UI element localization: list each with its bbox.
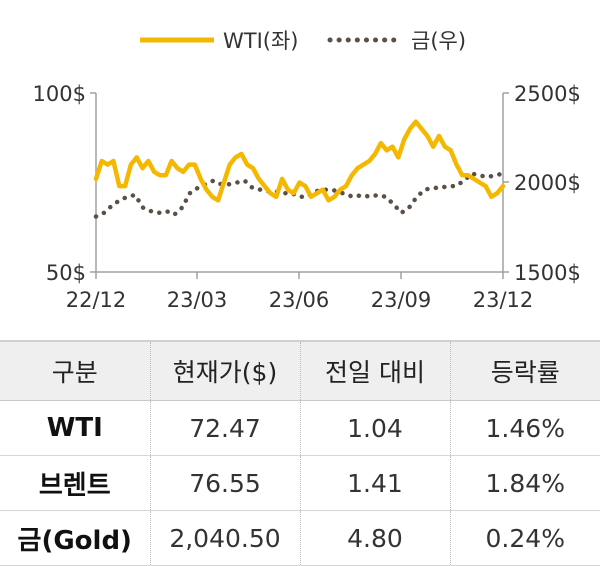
series-line-gold bbox=[93, 171, 506, 219]
header-daily-change: 전일 대비 bbox=[299, 340, 450, 401]
right-y-tick-label-bottom: 1500$ bbox=[514, 261, 581, 285]
row-change: 4.80 bbox=[299, 510, 450, 566]
row-rate: 0.24% bbox=[449, 510, 600, 566]
row-price: 72.47 bbox=[149, 400, 300, 456]
price-table: 구분 현재가($) 전일 대비 등락률 WTI 72.47 1.04 1.46%… bbox=[0, 340, 600, 566]
axes bbox=[90, 92, 509, 279]
left-y-tick-label-top: 100$ bbox=[33, 82, 86, 106]
header-current-price: 현재가($) bbox=[149, 340, 300, 401]
row-rate: 1.84% bbox=[449, 455, 600, 511]
row-price: 76.55 bbox=[149, 455, 300, 511]
x-tick-label-2: 23/03 bbox=[167, 288, 228, 312]
legend-label-wti: WTI(좌) bbox=[223, 29, 299, 53]
row-name: WTI bbox=[0, 400, 150, 456]
row-name: 브렌트 bbox=[0, 455, 150, 511]
right-y-tick-label-top: 2500$ bbox=[514, 82, 581, 106]
x-tick-label-1: 22/12 bbox=[66, 288, 127, 312]
table-row: WTI 72.47 1.04 1.46% bbox=[0, 400, 600, 456]
legend-label-gold: 금(우) bbox=[411, 29, 466, 53]
row-name: 금(Gold) bbox=[0, 510, 150, 566]
series-line-wti bbox=[93, 119, 506, 203]
price-chart: WTI(좌) 금(우) 100$ 50$ 2500$ 2000$ 1500$ 2… bbox=[33, 29, 581, 312]
x-tick-label-4: 23/09 bbox=[371, 288, 432, 312]
row-price: 2,040.50 bbox=[149, 510, 300, 566]
header-change-rate: 등락률 bbox=[449, 340, 600, 401]
left-y-tick-label-bottom: 50$ bbox=[46, 261, 86, 285]
legend: WTI(좌) 금(우) bbox=[140, 29, 466, 53]
right-y-tick-label-mid: 2000$ bbox=[514, 171, 581, 195]
row-change: 1.04 bbox=[299, 400, 450, 456]
table-row: 금(Gold) 2,040.50 4.80 0.24% bbox=[0, 510, 600, 566]
row-rate: 1.46% bbox=[449, 400, 600, 456]
header-category: 구분 bbox=[0, 340, 150, 401]
x-tick-label-3: 23/06 bbox=[269, 288, 330, 312]
table-header-row: 구분 현재가($) 전일 대비 등락률 bbox=[0, 340, 600, 401]
x-tick-label-5: 23/12 bbox=[473, 288, 534, 312]
row-change: 1.41 bbox=[299, 455, 450, 511]
table-row: 브렌트 76.55 1.41 1.84% bbox=[0, 455, 600, 511]
